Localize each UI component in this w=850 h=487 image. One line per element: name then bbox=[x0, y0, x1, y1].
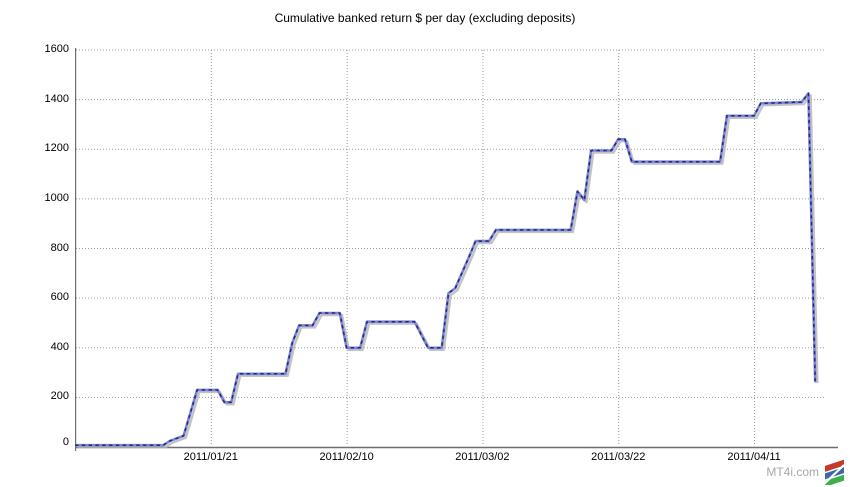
y-tick-label: 1600 bbox=[44, 43, 69, 55]
watermark-text: MT4i.com bbox=[766, 464, 819, 479]
y-tick-label: 400 bbox=[50, 340, 69, 353]
y-tick-label: 1200 bbox=[44, 142, 69, 155]
y-tick-label: 600 bbox=[50, 291, 69, 304]
y-tick-label: 1400 bbox=[44, 92, 69, 105]
y-tick-label: 1000 bbox=[44, 191, 69, 204]
y-tick-label: 200 bbox=[50, 390, 69, 403]
plot-area bbox=[75, 48, 838, 451]
chart-title: Cumulative banked return $ per day (excl… bbox=[274, 11, 576, 25]
y-tick-label: 0 bbox=[62, 436, 69, 449]
x-tick-label: 2011/03/22 bbox=[591, 451, 646, 463]
watermark: MT4i.com bbox=[766, 458, 846, 485]
x-tick-label: 2011/02/10 bbox=[319, 451, 374, 463]
x-tick-label: 2011/01/21 bbox=[183, 451, 238, 463]
y-tick-label: 800 bbox=[50, 241, 69, 254]
x-tick-label: 2011/04/11 bbox=[727, 451, 781, 463]
x-tick-label: 2011/03/02 bbox=[455, 451, 510, 463]
mt4i-logo-icon bbox=[823, 459, 845, 485]
